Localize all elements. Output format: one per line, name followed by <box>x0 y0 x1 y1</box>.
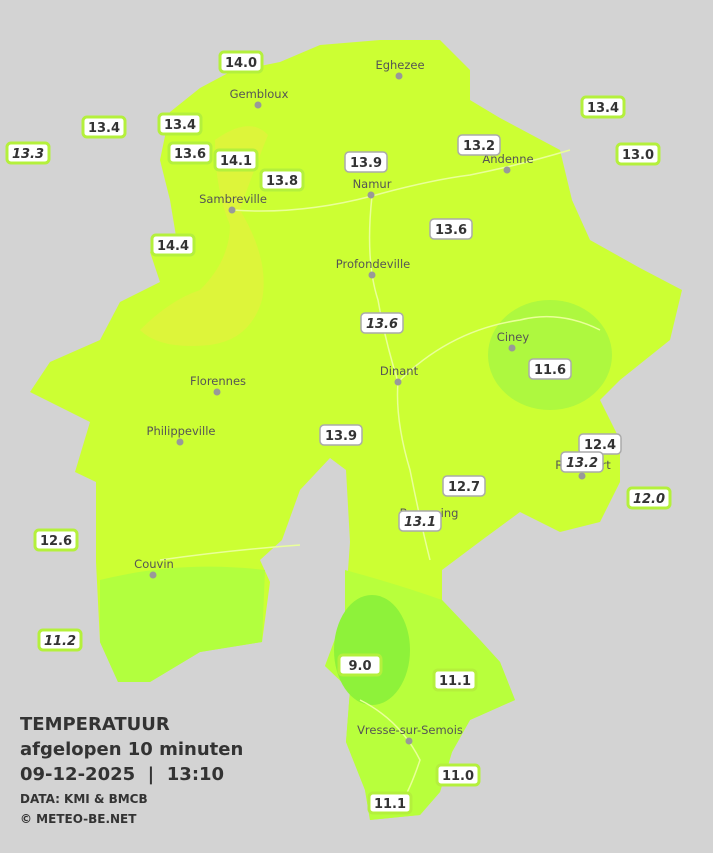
station-value: 13.4 <box>88 121 120 136</box>
warm-zone <box>140 126 268 346</box>
city-label: Dinant <box>380 364 419 378</box>
station-value: 11.1 <box>439 674 471 689</box>
cold-zone <box>334 595 410 705</box>
station-box <box>319 424 363 446</box>
station-box <box>560 451 604 473</box>
river <box>397 315 601 383</box>
station-box <box>167 141 213 165</box>
station-box <box>435 763 481 787</box>
station-value: 14.1 <box>220 154 252 169</box>
station-box <box>367 791 413 815</box>
station-box <box>157 112 203 136</box>
station-value: 13.2 <box>566 456 598 471</box>
station-value: 12.4 <box>584 438 616 453</box>
city-dot <box>176 438 184 446</box>
info-block: TEMPERATUUR afgelopen 10 minuten 09-12-2… <box>20 714 243 826</box>
station-box <box>33 528 79 552</box>
station-value: 13.4 <box>164 118 196 133</box>
stations: 14.0 13.4 13.4 13.3 13.6 14.1 13.8 13.9 13.2 13.4… <box>5 50 672 815</box>
station-box <box>429 218 473 240</box>
station-box <box>259 168 305 192</box>
station-box <box>81 115 127 139</box>
station-box <box>615 142 661 166</box>
station-value: 13.9 <box>325 429 357 444</box>
cool-zone-south <box>100 566 265 682</box>
station-box <box>37 628 83 652</box>
city-dot <box>213 388 221 396</box>
city-dot <box>395 72 403 80</box>
cool-zone-ciney <box>488 300 612 410</box>
station-value: 13.3 <box>12 147 44 162</box>
info-credit: © METEO-BE.NET <box>20 812 137 826</box>
station-value: 12.0 <box>633 492 665 507</box>
station-box <box>344 151 388 173</box>
station-value: 14.4 <box>157 239 189 254</box>
city-label: Ciney <box>497 330 530 344</box>
station-value: 13.6 <box>366 317 398 332</box>
station-value: 13.9 <box>350 156 382 171</box>
river <box>159 544 301 561</box>
station-box <box>457 134 501 156</box>
station-value: 11.0 <box>442 769 474 784</box>
station-box <box>5 141 51 165</box>
city-dot <box>149 571 157 579</box>
station-value: 12.6 <box>40 534 72 549</box>
city-label: Gembloux <box>230 87 289 101</box>
city-dot <box>394 378 402 386</box>
station-value: 13.2 <box>463 139 495 154</box>
station-value: 13.4 <box>587 101 619 116</box>
info-subtitle: afgelopen 10 minuten <box>20 739 243 760</box>
city-dot <box>578 472 586 480</box>
station-value: 9.0 <box>348 659 371 674</box>
info-datetime: 09-12-2025 | 13:10 <box>20 764 224 785</box>
city-dot <box>503 166 511 174</box>
station-box <box>580 95 626 119</box>
station-value: 13.0 <box>622 148 654 163</box>
station-value: 11.1 <box>374 797 406 812</box>
city-label: Florennes <box>190 374 246 388</box>
station-value: 14.0 <box>225 56 257 71</box>
river <box>231 149 571 212</box>
station-box <box>337 653 383 677</box>
city-label: Profondeville <box>336 257 410 271</box>
city-label: Vresse-sur-Semois <box>357 723 463 737</box>
station-value: 13.8 <box>266 174 298 189</box>
station-box <box>398 510 442 532</box>
city-dot <box>254 101 262 109</box>
info-source: DATA: KMI & BMCB <box>20 792 148 806</box>
city-label: Namur <box>353 177 392 191</box>
station-box <box>432 668 478 692</box>
station-box <box>150 233 196 257</box>
city-dot <box>368 271 376 279</box>
city-label: Sambreville <box>199 192 267 206</box>
station-box <box>626 486 672 510</box>
city-dot <box>228 206 236 214</box>
station-box <box>442 475 486 497</box>
station-box <box>360 312 404 334</box>
station-box <box>528 358 572 380</box>
station-value: 11.6 <box>534 363 566 378</box>
station-box <box>213 148 259 172</box>
city-label: Eghezee <box>375 58 424 72</box>
station-box <box>218 50 264 74</box>
city-label: Couvin <box>134 557 174 571</box>
station-value: 13.1 <box>404 515 436 530</box>
station-value: 11.2 <box>44 634 76 649</box>
station-value: 13.6 <box>435 223 467 238</box>
city-dot <box>508 344 516 352</box>
info-title: TEMPERATUUR <box>20 714 170 735</box>
city-dot <box>405 737 413 745</box>
station-value: 12.7 <box>448 480 480 495</box>
city-label: Philippeville <box>147 424 216 438</box>
city-dot <box>367 191 375 199</box>
station-value: 13.6 <box>174 147 206 162</box>
